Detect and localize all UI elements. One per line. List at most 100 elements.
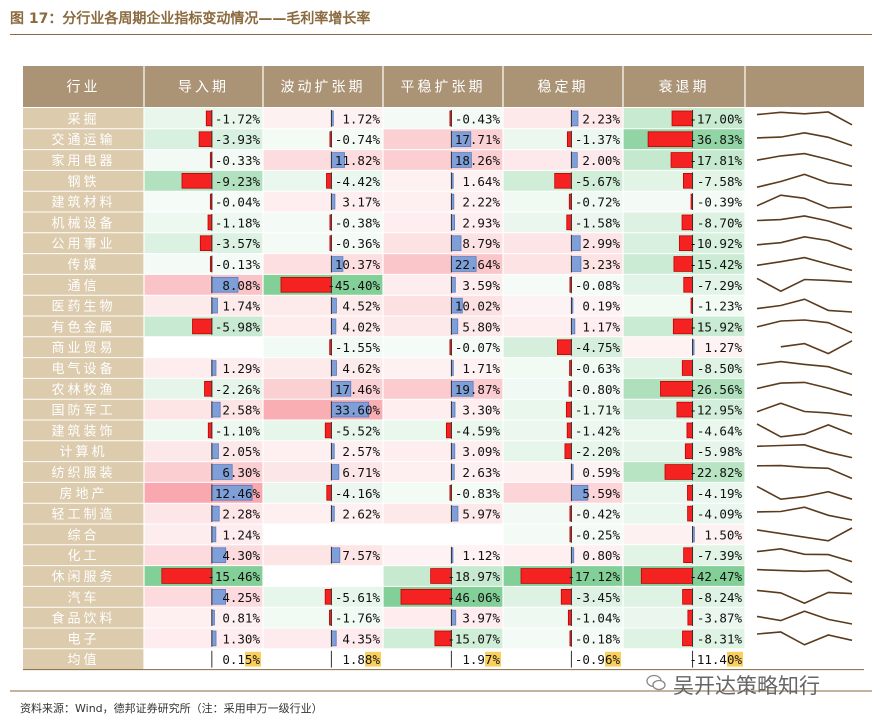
cell-value: 22.64% — [455, 257, 501, 272]
cell-value: -3.57% — [215, 236, 261, 251]
data-cell: 2.57% — [263, 440, 383, 462]
data-bar-negative — [660, 380, 693, 397]
data-cell: -17.81% — [623, 149, 745, 171]
cell-value: 17.71% — [455, 132, 501, 147]
cell-value: -4.59% — [455, 423, 501, 438]
row-label-column — [23, 108, 144, 670]
data-cell: -5.61% — [263, 586, 383, 608]
cell-heat — [263, 149, 383, 171]
data-cell: -0.33% — [144, 149, 263, 171]
cell-value: -7.39% — [697, 548, 743, 563]
data-cell: 1.72% — [263, 108, 383, 129]
row-label: 国防军工 — [51, 403, 115, 419]
cell-heat — [263, 170, 383, 192]
cell-value: -0.63% — [575, 361, 621, 376]
cell-value: -4.42% — [335, 174, 381, 189]
data-cell: -3.45% — [503, 586, 623, 608]
cell-heat — [503, 232, 623, 254]
data-cell: 4.25% — [144, 586, 263, 608]
sparkline — [756, 173, 853, 188]
data-cell: 19.87% — [383, 378, 503, 400]
cell-heat — [503, 149, 623, 171]
cell-heat — [144, 544, 263, 566]
row-label: 钢铁 — [67, 175, 99, 190]
data-bar-negative — [560, 589, 572, 605]
cell-value: 3.17% — [342, 195, 380, 210]
column-header: 稳定期 — [538, 80, 589, 96]
data-cell: 1.74% — [144, 295, 263, 316]
data-bar-negative — [565, 401, 572, 418]
cell-heat — [263, 648, 383, 670]
cell-value: -15.46% — [207, 569, 260, 584]
cell-heat — [263, 565, 383, 587]
cell-heat — [383, 420, 503, 441]
data-cell: 2.58% — [144, 399, 263, 420]
cell-heat — [263, 440, 383, 462]
cell-heat — [263, 461, 383, 483]
sparkline — [756, 631, 853, 646]
data-bar-positive — [450, 318, 459, 335]
sparkline — [756, 319, 853, 334]
watermark-text: 吴开达策略知行 — [673, 674, 820, 698]
cell-heat — [263, 628, 383, 649]
table-row: 食品饮料 0.81% -1.76% 3.97% -1.04% -3.87% — [51, 607, 864, 628]
cell-value: 0.15% — [222, 652, 260, 667]
cell-heat — [144, 212, 263, 233]
data-cell: -0.25% — [503, 524, 623, 545]
sparkline-cell — [745, 420, 864, 441]
table-row: 纺织服装 6.30% 6.71% 2.63% 0.59% -22.82% — [51, 461, 864, 483]
table-row: 机械设备 -1.18% -0.38% 2.93% -1.58% -8.70% — [51, 212, 864, 233]
sparkline-cell — [745, 586, 864, 608]
data-cell: 5.59% — [503, 482, 623, 504]
cell-heat — [383, 357, 503, 379]
sparkline-cell — [745, 128, 864, 150]
data-bar-positive — [571, 318, 576, 335]
sparkline-cell — [745, 253, 864, 275]
sparkline — [756, 527, 853, 542]
data-cell: 6.71% — [263, 461, 383, 483]
data-cell: 1.71% — [383, 357, 503, 379]
data-cell: 3.17% — [263, 191, 383, 212]
table-row: 农林牧渔 -2.26% 17.46% 19.87% -0.80% -26.56% — [51, 378, 864, 400]
cell-value: 18.26% — [455, 153, 501, 168]
data-cell: -1.18% — [144, 212, 263, 233]
data-cell: 4.62% — [263, 357, 383, 379]
mean-bar — [245, 651, 261, 667]
cell-value: 2.58% — [222, 403, 260, 418]
cell-heat — [263, 378, 383, 400]
data-cell: 33.60% — [263, 399, 383, 420]
cell-heat — [383, 461, 503, 483]
cell-value: -0.25% — [575, 527, 621, 542]
data-cell: -1.04% — [503, 607, 623, 628]
data-bar-negative — [566, 131, 572, 148]
data-cell: 18.26% — [383, 149, 503, 171]
cell-value: -0.38% — [335, 215, 381, 230]
table-row: 电子 1.30% 4.35% -15.07% -0.18% -8.31% — [67, 628, 864, 649]
cell-value: -0.42% — [575, 507, 621, 522]
sparkline-cell — [745, 336, 864, 358]
cell-value: -1.18% — [215, 215, 261, 230]
mean-bar — [727, 651, 743, 667]
sparkline-cell — [745, 378, 864, 400]
cell-heat — [383, 399, 503, 420]
data-cell: -1.58% — [503, 212, 623, 233]
cell-heat — [383, 170, 503, 192]
data-bar-positive — [330, 297, 337, 314]
sparkline-cell — [745, 440, 864, 462]
data-cell: -1.55% — [263, 336, 383, 358]
data-cell: 2.99% — [503, 232, 623, 254]
data-cell: -0.08% — [503, 274, 623, 296]
data-bar-negative — [684, 443, 693, 459]
data-cell: -5.98% — [144, 316, 263, 337]
data-cell: -15.92% — [623, 316, 745, 337]
cell-value: -1.37% — [575, 132, 621, 147]
cell-value: -5.61% — [335, 590, 381, 605]
data-cell: -1.72% — [144, 108, 263, 129]
cell-heat — [144, 399, 263, 420]
data-cell: 3.23% — [503, 253, 623, 275]
cell-value: 2.28% — [222, 507, 260, 522]
data-cell: 0.59% — [503, 461, 623, 483]
data-cell: -0.38% — [263, 212, 383, 233]
cell-value: 1.24% — [222, 527, 260, 542]
sparkline-cell — [745, 149, 864, 171]
